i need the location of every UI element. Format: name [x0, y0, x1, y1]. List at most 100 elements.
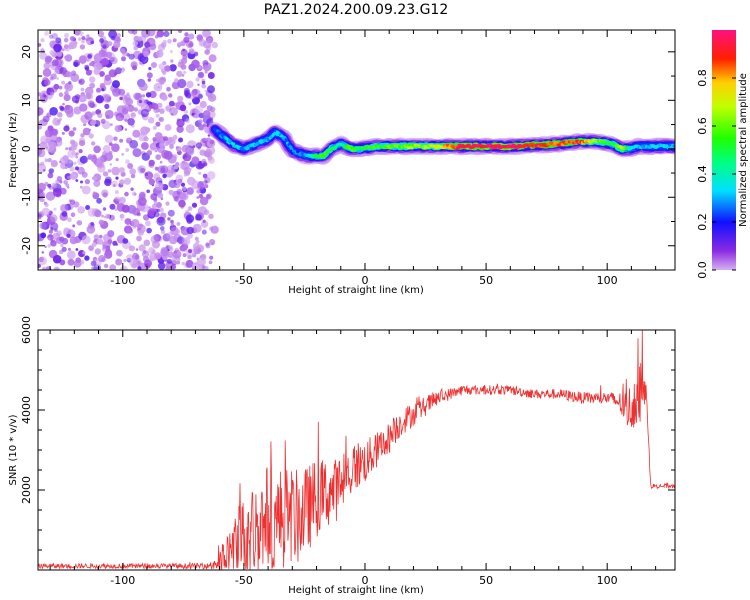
spectrogram-noise-blob [199, 100, 207, 109]
spectrogram-noise-blob [114, 125, 122, 133]
snr-ticks: -100 -50 0 50 100 2000 4000 6000 [20, 316, 675, 587]
spectrogram-noise-blob [69, 166, 75, 172]
spectrogram-noise-blob [148, 178, 155, 185]
spectrogram-noise-blob [101, 214, 105, 218]
spectrogram-noise-blob [49, 34, 54, 39]
spectrogram-noise-blob [84, 111, 93, 120]
spectrogram-noise-blob [208, 260, 213, 265]
spectrogram-noise-blob [53, 117, 57, 121]
spectrogram-noise-blob [69, 199, 76, 205]
spectrogram-noise-blob [89, 82, 96, 89]
spectrogram-noise-blob [168, 189, 174, 195]
spectrogram-noise-blob [147, 78, 151, 82]
spectrogram-noise-blob [137, 229, 144, 236]
spectrogram-noise-blob [195, 77, 200, 82]
spectrogram-noise-blob [122, 50, 128, 57]
spectrogram-noise-blob [38, 162, 41, 167]
spectrogram-noise-blob [158, 207, 164, 213]
spectrogram-noise-blob [166, 232, 173, 239]
spectrogram-noise-blob [64, 32, 69, 38]
spectrogram-noise-blob [121, 204, 130, 213]
snr-y-tick-label: 2000 [20, 476, 33, 504]
spectrogram-noise-blob [104, 103, 110, 109]
spectrogram-noise-blob [64, 55, 68, 60]
spectrogram-noise-blob [107, 41, 113, 47]
spectrogram-noise-blob [119, 213, 125, 219]
spectrogram-noise-blob [64, 104, 71, 111]
spectrogram-noise-blob [204, 49, 210, 55]
spectrogram-noise-blob [168, 93, 173, 98]
spectrogram-noise-blob [40, 232, 47, 239]
spectrogram-noise-blob [96, 87, 101, 93]
spectrogram-noise-blob [177, 80, 181, 83]
spectrogram-noise-blob [86, 58, 90, 62]
spectrogram-noise-blob [152, 125, 157, 130]
spectrogram-noise-blob [205, 242, 210, 247]
spectrogram-noise-blob [69, 172, 78, 180]
spectrogram-noise-blob [144, 41, 151, 48]
spectrogram-noise-blob [64, 74, 68, 77]
spectrogram-noise-blob [167, 39, 172, 44]
spectrogram-noise-blob [155, 121, 161, 127]
spectrogram-noise-blob [52, 188, 62, 197]
spectrogram-noise-blob [93, 53, 103, 63]
spectrogram-noise-blob [127, 163, 134, 169]
spectrogram-noise-blob [75, 257, 81, 264]
spectrogram-noise-blob [196, 34, 203, 41]
spectrogram-noise-blob [52, 254, 62, 264]
spectrogram-noise-blob [176, 118, 185, 128]
spectrogram-noise-blob [79, 140, 86, 147]
spectrogram-noise-blob [104, 109, 114, 119]
spectrogram-noise-blob [85, 92, 92, 100]
spectrogram-noise-blob [59, 236, 65, 242]
spectrogram-noise-blob [197, 83, 200, 87]
spectrogram-noise-blob [151, 62, 157, 68]
spectrogram-noise-blob [141, 94, 146, 98]
spectrogram-noise-blob [198, 72, 204, 78]
spectrogram-noise-blob [93, 234, 100, 240]
spectrogram-noise-blob [67, 230, 71, 234]
spectrogram-noise-blob [196, 196, 199, 199]
spectrogram-noise-blob [154, 182, 164, 191]
spectrogram-noise-blob [201, 265, 206, 269]
spectrogram-noise-blob [119, 96, 123, 101]
spectrogram-noise-blob [39, 141, 47, 150]
spectrogram-noise-blob [166, 86, 171, 92]
spectrogram-noise-blob [150, 235, 159, 244]
spectrogram-x-tick-label: 0 [361, 274, 368, 287]
spectrogram-noise-blob [202, 30, 211, 38]
spectrogram-noise-blob [111, 180, 118, 188]
spectrogram-x-tick-label: 50 [479, 274, 493, 287]
spectrogram-noise-blob [131, 191, 137, 196]
spectrogram-noise-blob [184, 87, 190, 94]
spectrogram-noise-blob [90, 119, 97, 126]
spectrogram-noise-blob [143, 136, 149, 142]
spectrogram-ridge-segment [262, 138, 268, 143]
spectrogram-noise-blob [76, 220, 82, 226]
spectrogram-noise-blob [157, 262, 166, 270]
spectrogram-noise-blob [121, 153, 124, 156]
spectrogram-noise-blob [63, 125, 70, 132]
spectrogram-noise-blob [129, 139, 139, 149]
spectrogram-noise-blob [79, 44, 86, 50]
spectrogram-noise-blob [48, 168, 54, 174]
spectrogram-noise-blob [79, 55, 87, 63]
spectrogram-noise-blob [41, 207, 50, 216]
spectrogram-noise-blob [175, 229, 181, 234]
spectrogram-noise-blob [62, 102, 65, 106]
spectrogram-noise-blob [173, 250, 177, 254]
spectrogram-noise-blob [137, 197, 147, 206]
spectrogram-noise-blob [38, 43, 42, 47]
spectrogram-noise-blob [180, 64, 187, 70]
spectrogram-noise-blob [49, 49, 55, 56]
spectrogram-noise-blob [202, 123, 206, 128]
spectrogram-noise-blob [56, 77, 59, 80]
spectrogram-noise-blob [112, 80, 120, 89]
snr-x-tick-label: -50 [235, 574, 253, 587]
spectrogram-noise-blob [82, 251, 86, 255]
spectrogram-noise-blob [70, 203, 75, 208]
spectrogram-noise-blob [118, 196, 126, 204]
spectrogram-noise-blob [97, 112, 103, 118]
spectrogram-noise-blob [146, 72, 153, 79]
spectrogram-noise-blob [182, 48, 186, 52]
